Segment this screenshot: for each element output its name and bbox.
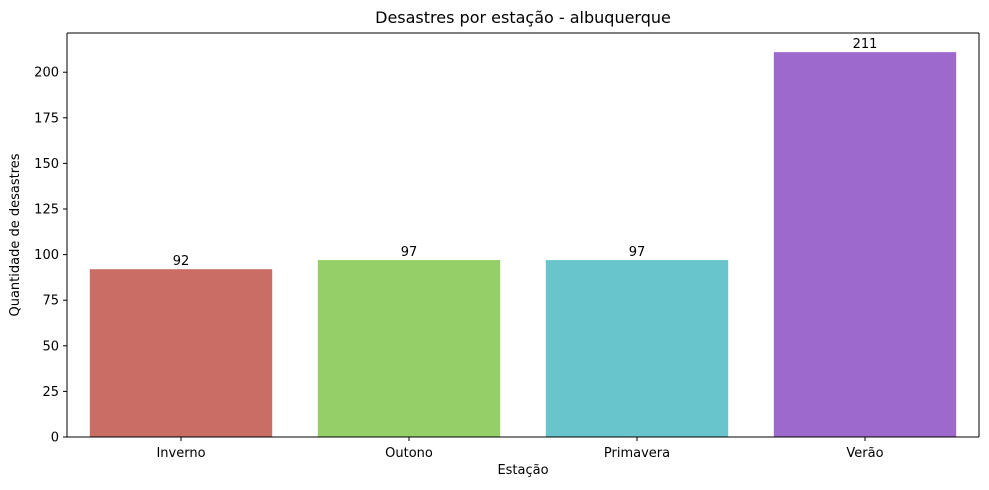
x-tick-label: Primavera (604, 446, 670, 461)
y-tick-label: 100 (34, 248, 59, 263)
data-label: 92 (173, 254, 190, 269)
x-tick-label: Outono (385, 446, 433, 461)
y-tick-label: 25 (42, 385, 59, 400)
bar-verão (773, 52, 957, 437)
bar-inverno (89, 269, 273, 437)
chart-title: Desastres por estação - albuquerque (375, 8, 671, 27)
y-tick-label: 150 (34, 157, 59, 172)
y-tick-label: 125 (34, 203, 59, 218)
y-tick-label: 200 (34, 66, 59, 81)
y-tick-label: 0 (51, 431, 59, 446)
x-tick-label: Inverno (156, 446, 205, 461)
plot-area: 92 97 97 211 (89, 37, 957, 437)
y-axis-label: Quantidade de desastres (8, 153, 23, 316)
x-axis-label: Estação (497, 463, 548, 478)
y-axis-ticks: 0 25 50 75 100 125 150 175 200 (34, 66, 67, 446)
x-tick-label: Verão (846, 446, 883, 461)
y-tick-label: 75 (42, 294, 59, 309)
bar-outono (317, 260, 501, 437)
y-tick-label: 50 (42, 339, 59, 354)
data-label: 97 (629, 245, 646, 260)
y-tick-label: 175 (34, 111, 59, 126)
data-label: 211 (853, 37, 878, 52)
data-label: 97 (401, 245, 418, 260)
x-axis-ticks: Inverno Outono Primavera Verão (156, 437, 884, 461)
bar-primavera (545, 260, 729, 437)
